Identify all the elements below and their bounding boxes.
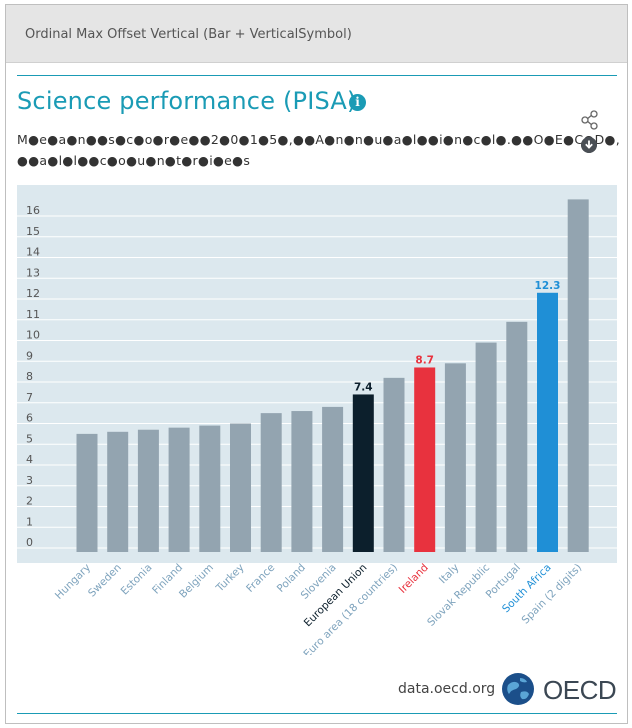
- header-bar: Ordinal Max Offset Vertical (Bar + Verti…: [6, 5, 627, 63]
- y-tick-label: 0: [26, 536, 33, 549]
- x-tick-label: Belgium: [177, 562, 216, 601]
- data-label: 7.4: [354, 381, 373, 393]
- chart-title: Science performance (PISA): [17, 87, 357, 115]
- y-tick-label: 4: [26, 453, 33, 466]
- bar-estonia: [137, 429, 159, 552]
- oecd-logo: OECD: [543, 675, 617, 705]
- bar-south-africa: [537, 292, 558, 552]
- y-tick-label: 6: [26, 412, 33, 425]
- oecd-globe-icon: [502, 673, 534, 705]
- y-tick-label: 16: [26, 204, 40, 217]
- chart-widget: Ordinal Max Offset Vertical (Bar + Verti…: [5, 4, 628, 724]
- subtitle-line-2: ●●a●l●l●●c●o●u●n●t●r●i●e●s: [17, 153, 251, 168]
- data-label: 12.3: [535, 280, 561, 292]
- bar-france: [260, 413, 282, 552]
- bottom-divider: [17, 713, 617, 714]
- y-tick-label: 7: [26, 391, 33, 404]
- x-tick-label: Estonia: [119, 562, 155, 598]
- bar-portugal: [506, 321, 528, 552]
- x-tick-label: Turkey: [213, 562, 246, 595]
- share-icon[interactable]: [580, 109, 600, 131]
- y-tick-label: 10: [26, 329, 40, 342]
- x-tick-label: Italy: [437, 562, 462, 587]
- bar-sweden: [107, 431, 129, 552]
- info-icon[interactable]: i: [349, 94, 366, 111]
- bar-hungary: [76, 433, 98, 552]
- y-tick-label: 3: [26, 474, 33, 487]
- bar-slovenia: [322, 406, 344, 552]
- y-tick-label: 11: [26, 308, 40, 321]
- x-tick-label: France: [244, 562, 277, 595]
- header-title: Ordinal Max Offset Vertical (Bar + Verti…: [25, 27, 352, 42]
- bar-european-union: [352, 394, 374, 552]
- y-tick-label: 2: [26, 495, 33, 508]
- bar-chart: 012345678910111213141516HungarySwedenEst…: [17, 199, 617, 655]
- bar-poland: [291, 411, 313, 552]
- bar-spain-2-digits-: [567, 199, 589, 552]
- source-link[interactable]: data.oecd.org: [398, 681, 496, 697]
- x-tick-label: Hungary: [53, 562, 93, 602]
- y-tick-label: 12: [26, 287, 40, 300]
- y-tick-label: 1: [26, 515, 33, 528]
- chart-subtitle: M●e●a●n●●s●c●o●r●e●●2●0●1●5●,●●A●n●n●u●a…: [17, 129, 620, 171]
- y-tick-label: 8: [26, 370, 33, 383]
- download-icon[interactable]: [581, 137, 597, 153]
- y-tick-label: 14: [26, 246, 40, 259]
- bar-belgium: [199, 425, 221, 552]
- bar-italy: [444, 363, 466, 552]
- bar-euro-area-18-countries-: [383, 377, 405, 552]
- bar-ireland: [414, 367, 436, 552]
- bar-finland: [168, 427, 190, 552]
- y-tick-label: 13: [26, 266, 40, 279]
- y-tick-label: 9: [26, 349, 33, 362]
- bar-turkey: [230, 423, 251, 552]
- y-tick-label: 15: [26, 225, 40, 238]
- x-tick-label: Sweden: [86, 562, 124, 600]
- top-divider: [17, 75, 617, 76]
- bar-slovak-republic: [475, 342, 497, 552]
- y-tick-label: 5: [26, 432, 33, 445]
- x-tick-label: Ireland: [397, 562, 431, 596]
- data-label: 8.7: [415, 354, 434, 366]
- subtitle-line-1: M●e●a●n●●s●c●o●r●e●●2●0●1●5●,●●A●n●n●u●a…: [17, 132, 620, 147]
